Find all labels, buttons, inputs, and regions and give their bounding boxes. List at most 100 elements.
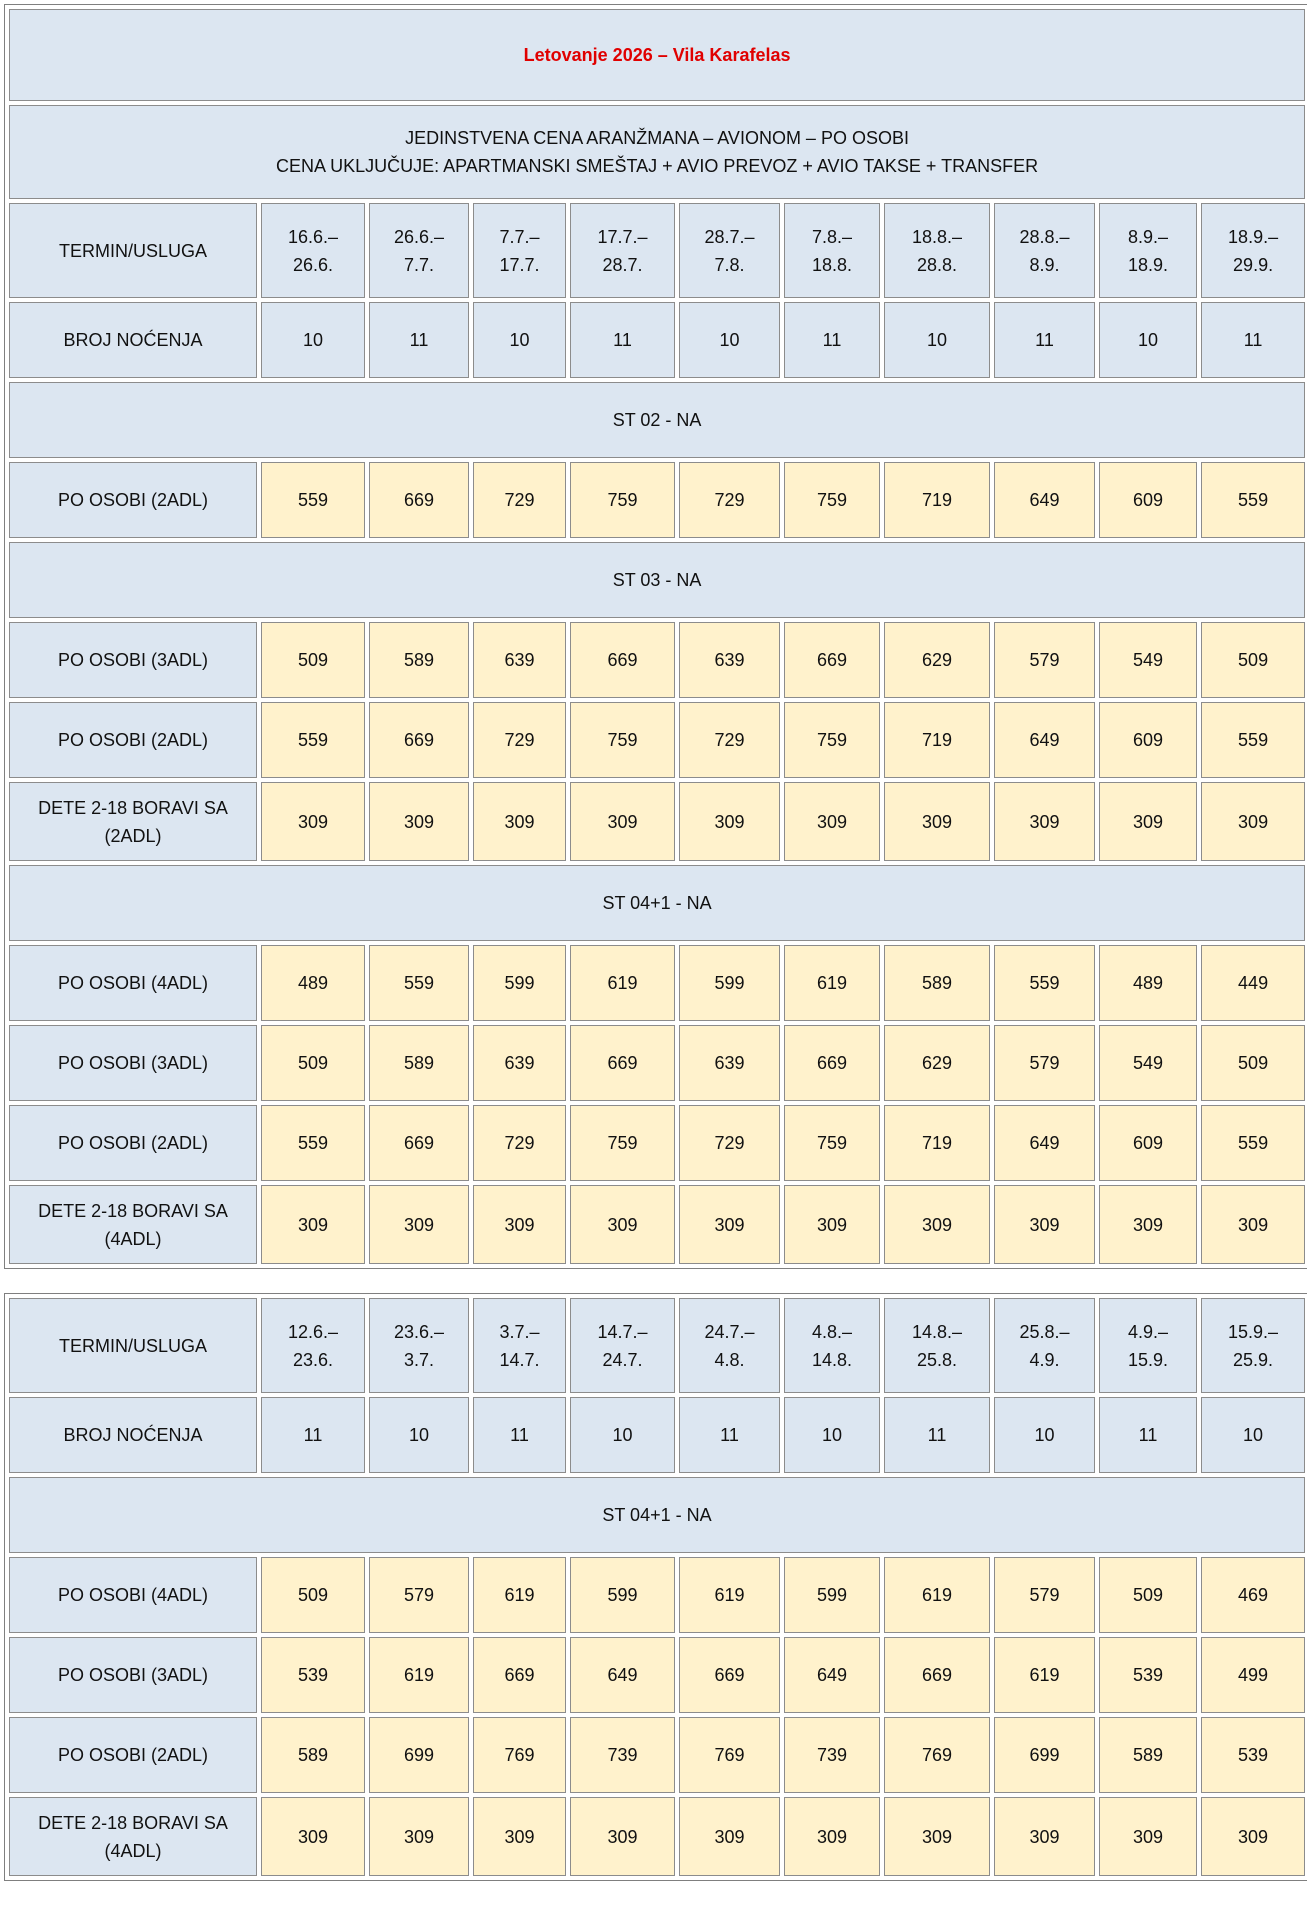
term-line: 17.7. [499,254,540,275]
price-cell: 589 [369,622,469,698]
subtitle-line: CENA UKLJUČUJE: APARTMANSKI SMEŠTAJ + AV… [276,156,1039,176]
term-line: 3.7. [403,1349,435,1370]
price-cell: 559 [1201,702,1306,778]
price-cell: 309 [994,782,1095,861]
price-cell: 309 [784,1185,880,1264]
price-cell: 499 [1201,1637,1305,1713]
term-line: 18.8. [811,254,853,275]
term-cell: 17.7.– 28.7. [570,203,675,298]
row-label: PO OSOBI (2ADL) [9,1717,257,1793]
price-cell: 609 [1099,462,1197,538]
section-title: ST 02 - NA [9,382,1306,458]
term-cell: 4.8.– 14.8. [784,1298,880,1393]
price-row: PO OSOBI (2ADL) 559 669 729 759 729 759 719 649 6… [9,462,1306,538]
price-cell: 489 [1099,945,1197,1021]
price-cell: 309 [994,1797,1095,1876]
price-cell: 619 [784,945,880,1021]
price-cell: 309 [884,1797,990,1876]
price-cell: 729 [679,462,780,538]
price-cell: 539 [1099,1637,1197,1713]
price-cell: 669 [679,1637,780,1713]
nights-value: 11 [369,302,469,378]
row-label: PO OSOBI (2ADL) [9,702,257,778]
price-cell: 309 [784,1797,880,1876]
nights-row: BROJ NOĆENJA 10 11 10 11 10 11 10 11 10 11 [9,302,1306,378]
term-line: 18.8.– [911,226,963,247]
term-line: 23.6. [292,1349,334,1370]
price-cell: 729 [473,702,566,778]
price-cell: 309 [570,1185,675,1264]
term-cell: 28.7.– 7.8. [679,203,780,298]
term-line: 7.8.– [811,226,853,247]
row-label: PO OSOBI (3ADL) [9,1025,257,1101]
price-cell: 649 [994,1105,1095,1181]
section-row: ST 03 - NA [9,542,1306,618]
price-cell: 669 [473,1637,566,1713]
price-cell: 309 [369,782,469,861]
price-cell: 549 [1099,622,1197,698]
price-cell: 719 [884,1105,990,1181]
price-cell: 559 [261,462,365,538]
price-row: PO OSOBI (3ADL) 509 589 639 669 639 669 629 579 5… [9,622,1306,698]
price-row: PO OSOBI (4ADL) 509 579 619 599 619 599 619 579 5… [9,1557,1305,1633]
nights-value: 11 [1099,1397,1197,1473]
term-cell: 4.9.– 15.9. [1099,1298,1197,1393]
term-line: 7.7. [403,254,435,275]
price-cell: 729 [473,1105,566,1181]
price-cell: 589 [369,1025,469,1101]
section-row: ST 02 - NA [9,382,1306,458]
row-label: PO OSOBI (4ADL) [9,1557,257,1633]
price-row: PO OSOBI (2ADL) 559 669 729 759 729 759 719 649 6… [9,1105,1306,1181]
price-cell: 759 [570,702,675,778]
price-cell: 509 [1099,1557,1197,1633]
price-cell: 729 [473,462,566,538]
term-line: 29.9. [1233,254,1274,275]
term-cell: 8.9.– 18.9. [1099,203,1197,298]
price-table: Letovanje 2026 – Vila Karafelas JEDINSTVE… [4,4,1307,1269]
price-table: TERMIN/USLUGA 12.6.– 23.6. 23.6.– 3.7. 3.7.– 1… [4,1293,1307,1881]
row-label: PO OSOBI (3ADL) [9,1637,257,1713]
price-cell: 669 [784,1025,880,1101]
price-cell: 509 [261,622,365,698]
price-cell: 769 [884,1717,990,1793]
price-cell: 719 [884,702,990,778]
term-line: 3.7.– [499,1321,540,1342]
price-cell: 589 [884,945,990,1021]
term-cell: 23.6.– 3.7. [369,1298,469,1393]
price-cell: 619 [679,1557,780,1633]
price-cell: 309 [679,782,780,861]
term-cell: 28.8.– 8.9. [994,203,1095,298]
price-cell: 699 [369,1717,469,1793]
price-cell: 309 [994,1185,1095,1264]
term-line: 28.8. [916,254,958,275]
term-line: 4.9.– [1127,1321,1169,1342]
term-line: 18.9. [1127,254,1169,275]
table-body: TERMIN/USLUGA 12.6.– 23.6. 23.6.– 3.7. 3.7.– 1… [9,1298,1305,1876]
term-line: 28.8.– [1019,226,1070,247]
nights-value: 11 [570,302,675,378]
price-cell: 309 [1201,1185,1306,1264]
price-cell: 649 [994,702,1095,778]
price-tables: Letovanje 2026 – Vila Karafelas JEDINSTVE… [4,4,1307,1905]
price-cell: 629 [884,622,990,698]
term-line: 14.8. [811,1349,853,1370]
price-cell: 309 [369,1797,469,1876]
price-cell: 309 [884,782,990,861]
price-cell: 599 [570,1557,675,1633]
term-cell: 25.8.– 4.9. [994,1298,1095,1393]
header-row: TERMIN/USLUGA 16.6.– 26.6. 26.6.– 7.7. 7.7.– 1… [9,203,1306,298]
price-cell: 699 [994,1717,1095,1793]
price-row: DETE 2-18 BORAVI SA (4ADL) 309 309 309 309 30… [9,1185,1306,1264]
nights-value: 11 [884,1397,990,1473]
nights-value: 11 [784,302,880,378]
price-cell: 309 [1201,1797,1305,1876]
price-cell: 739 [570,1717,675,1793]
term-cell: 18.9.– 29.9. [1201,203,1306,298]
price-cell: 589 [1099,1717,1197,1793]
term-cell: 14.7.– 24.7. [570,1298,675,1393]
term-line: 28.7. [602,254,643,275]
term-line: 25.8.– [1019,1321,1070,1342]
term-line: 25.8. [916,1349,958,1370]
price-cell: 579 [994,1025,1095,1101]
term-cell: 26.6.– 7.7. [369,203,469,298]
